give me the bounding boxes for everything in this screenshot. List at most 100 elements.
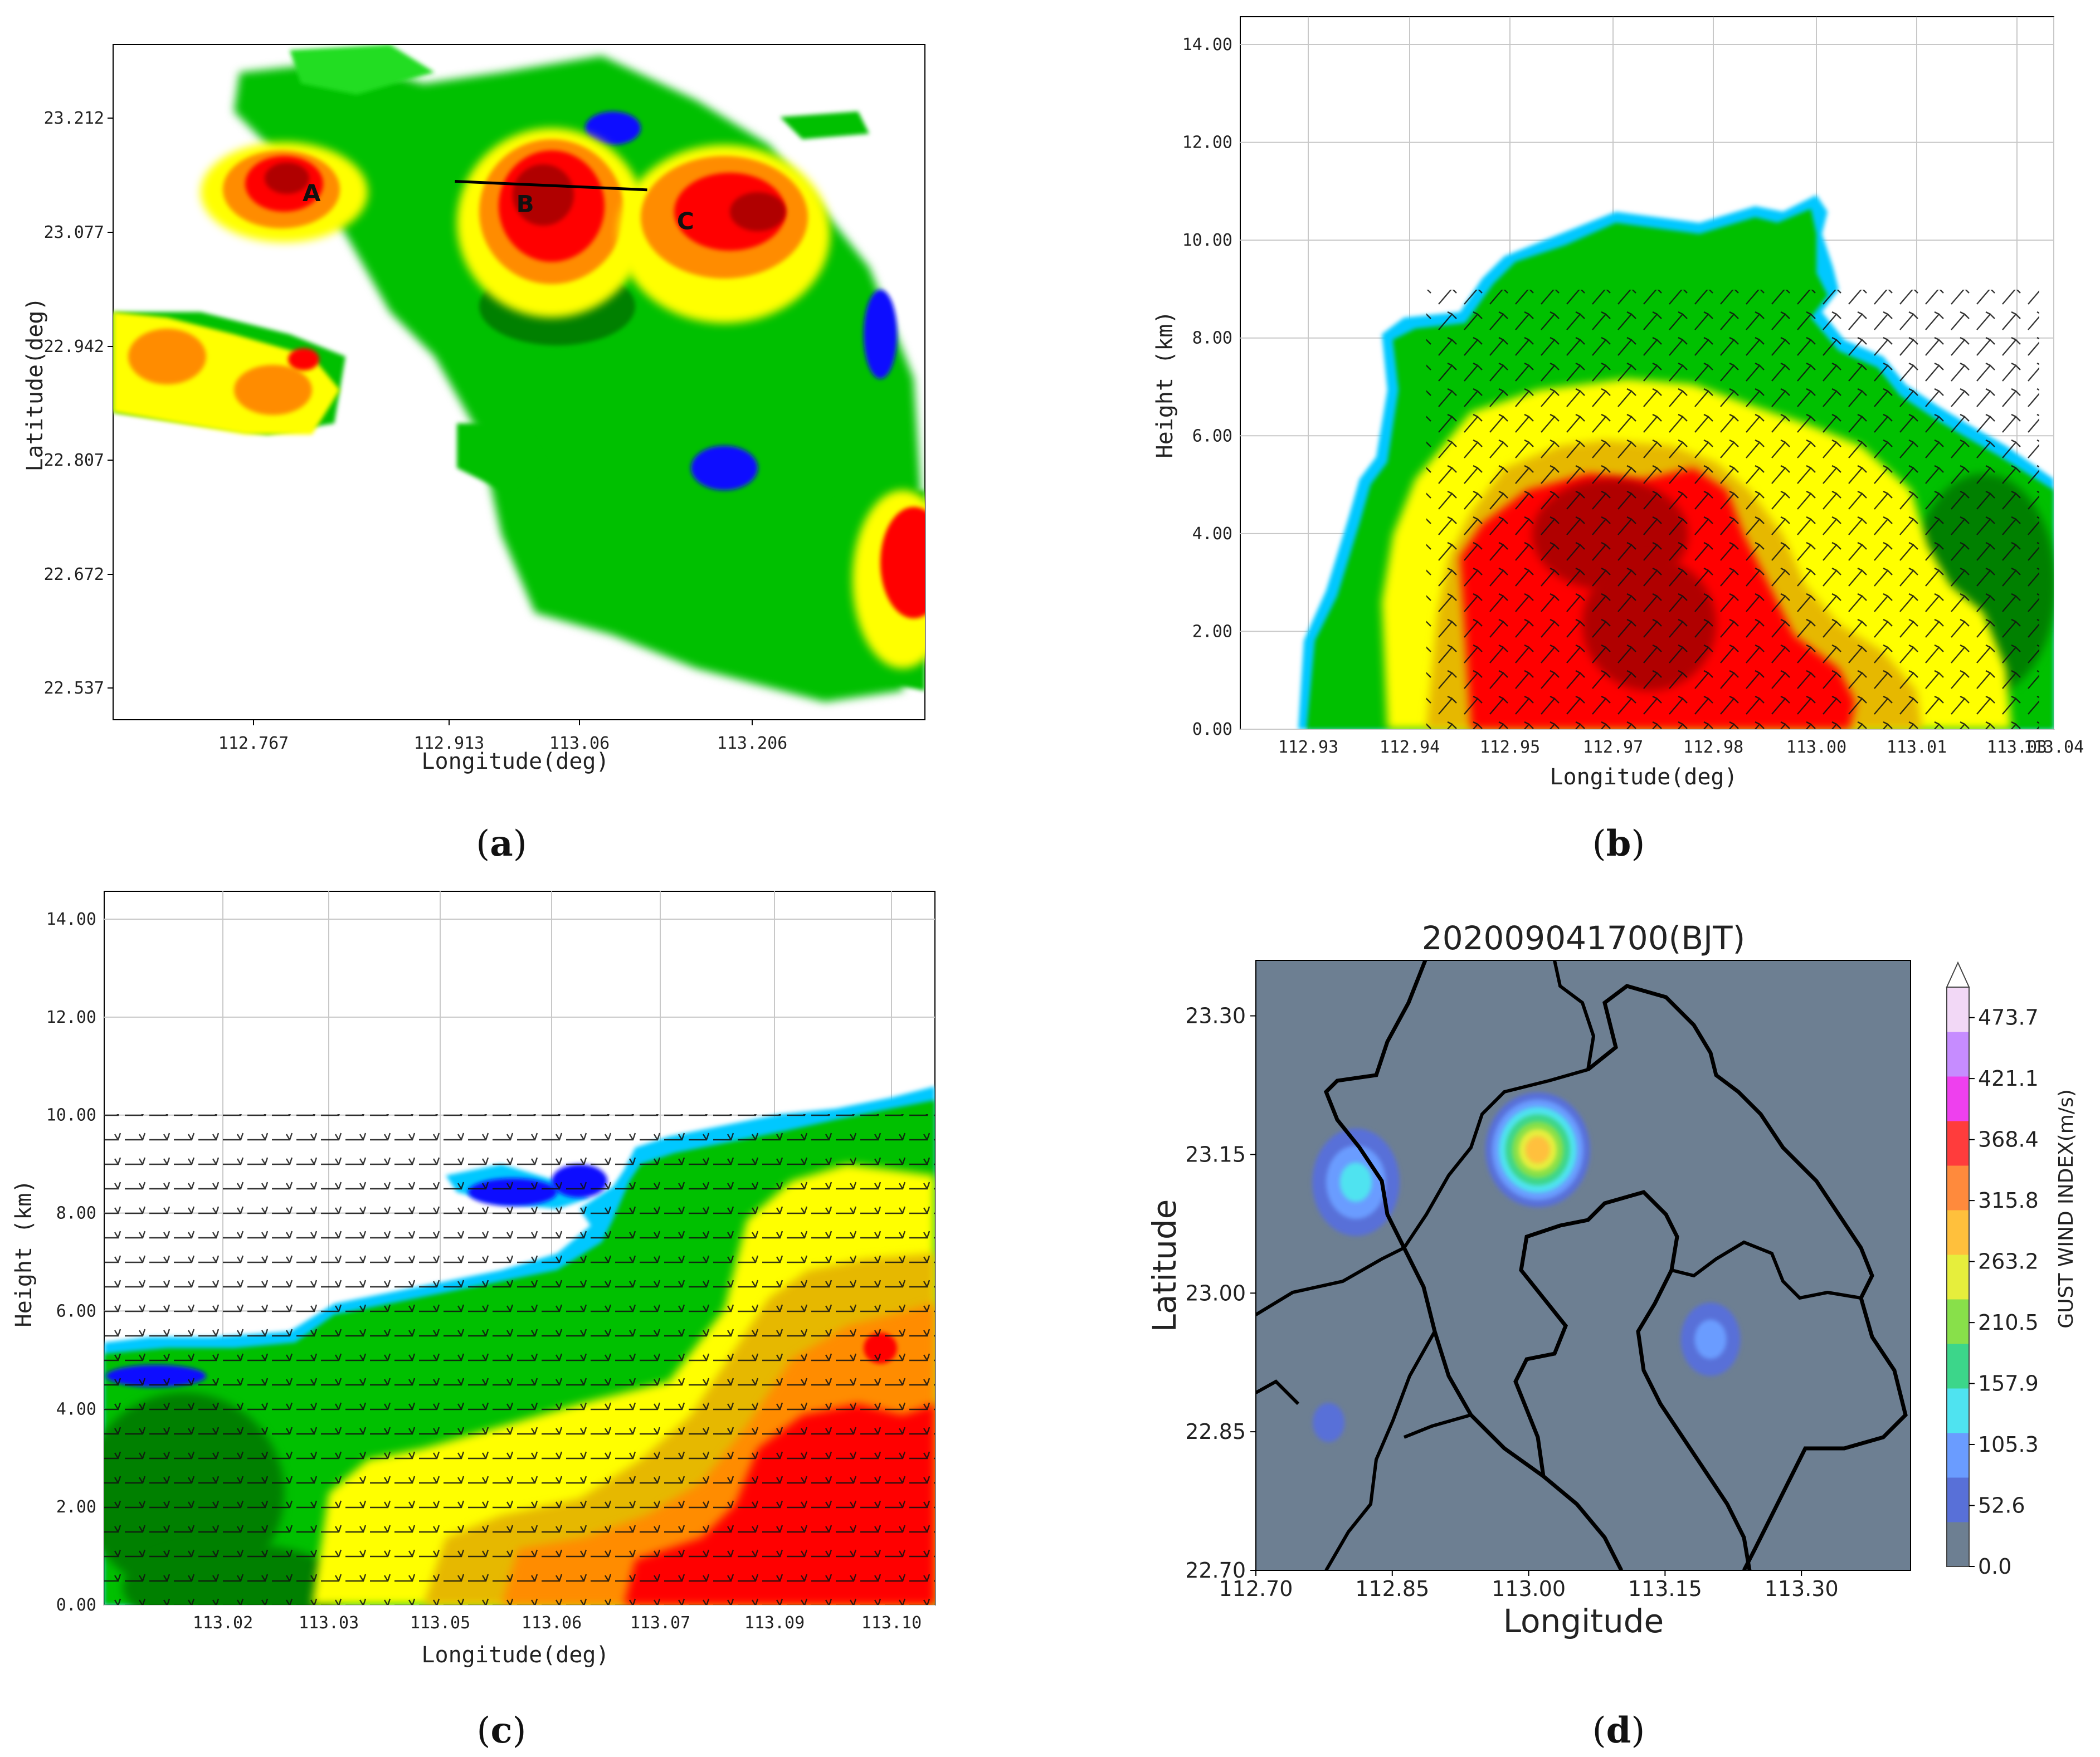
panel-d-admin-boundaries: [1256, 960, 1908, 1570]
colorbar-tick-label: 210.5: [1978, 1310, 2039, 1335]
colorbar-tick-label: 315.8: [1978, 1188, 2039, 1213]
gust-hotspot: [1694, 1320, 1727, 1359]
panel-a-echo-field: [113, 45, 925, 702]
y-tick-label: 4.00: [56, 1399, 96, 1419]
colorbar-segment: [1947, 1076, 1969, 1121]
colorbar-tick-label: 473.7: [1978, 1006, 2039, 1030]
x-tick-label: 112.98: [1683, 738, 1743, 757]
y-tick-label: 22.807: [44, 451, 104, 470]
x-tick-label: 113.30: [1765, 1577, 1839, 1601]
y-tick-label: 23.15: [1185, 1142, 1246, 1167]
panel-d-xlabel: Longitude: [1503, 1602, 1664, 1640]
x-tick-label: 113.03: [299, 1613, 359, 1633]
stratiform-echo: [290, 45, 435, 95]
boundary-line: [1403, 1413, 1472, 1439]
panel-label-d: (d): [1592, 1710, 1645, 1751]
panel-d-gust-index-map: 202009041700(BJT) 112.70 112.85 113.00 113.…: [1146, 919, 2078, 1640]
y-tick-label: 0.00: [56, 1595, 96, 1615]
southwest-band-echo: [288, 348, 319, 370]
y-tick-label: 6.00: [1192, 426, 1232, 446]
panel-d-gust-field: [1312, 1092, 1741, 1442]
boundary-line: [1671, 1240, 1862, 1300]
panel-b-xlabel: Longitude(deg): [1550, 764, 1737, 790]
colorbar-tick-label: 157.9: [1978, 1372, 2039, 1396]
x-tick-label: 112.97: [1583, 738, 1643, 757]
weak-echo-fringe: [585, 111, 641, 145]
boundary-line: [1323, 960, 1624, 1570]
y-tick-label: 2.00: [56, 1497, 96, 1517]
panel-a-axes: A B C 112.767 112.913 113.06 113.206 23.212 23.0…: [44, 109, 788, 753]
y-tick-label: 4.00: [1192, 524, 1232, 544]
x-tick-label: 113.05: [410, 1613, 470, 1633]
panel-a-xlabel: Longitude(deg): [421, 749, 609, 774]
y-tick-label: 22.85: [1185, 1419, 1246, 1444]
boundary-line: [1256, 1379, 1300, 1405]
x-tick-label: 113.206: [717, 734, 787, 753]
gust-hotspot: [1339, 1162, 1372, 1202]
wind-barbs: [104, 1114, 935, 1605]
x-tick-label: 112.95: [1480, 738, 1540, 757]
colorbar-segment: [1947, 987, 1969, 1032]
panel-d-ylabel: Latitude: [1146, 1199, 1183, 1333]
southwest-band-echo: [234, 365, 312, 415]
cell-label-a: A: [303, 179, 321, 207]
colorbar-segment: [1947, 1165, 1969, 1211]
y-tick-label: 8.00: [56, 1204, 96, 1223]
cell-a-echo: [265, 163, 309, 194]
colorbar-tick-label: 52.6: [1978, 1494, 2025, 1518]
cell-c-echo: [730, 192, 786, 231]
colorbar-frame: [1946, 987, 1970, 1567]
x-tick-label: 113.00: [1786, 738, 1846, 757]
x-tick-label: 112.94: [1380, 738, 1440, 757]
stratiform-echo: [780, 111, 869, 139]
panel-c-ylabel: Height (km): [11, 1180, 37, 1327]
colorbar-tick-label: 368.4: [1978, 1128, 2039, 1152]
panel-c-cross-section: 113.02 113.03 113.05 113.06 113.07 113.09 113.…: [11, 891, 936, 1668]
x-tick-label: 113.09: [744, 1613, 805, 1633]
x-tick-label: 113.02: [193, 1613, 253, 1633]
x-tick-label: 112.85: [1355, 1577, 1429, 1601]
x-tick-label: 113.01: [1887, 738, 1947, 757]
southwest-band-echo: [128, 329, 206, 384]
y-tick-label: 23.212: [44, 109, 104, 128]
wind-barbs: [1426, 290, 2039, 729]
x-tick-label: 112.70: [1219, 1577, 1293, 1601]
x-tick-label: 113.15: [1628, 1577, 1702, 1601]
x-tick-label: 113.07: [630, 1613, 690, 1633]
y-tick-label: 2.00: [1192, 622, 1232, 641]
x-tick-label: 113.10: [861, 1613, 922, 1633]
boundary-line: [1586, 984, 1908, 1570]
colorbar-segment: [1947, 1210, 1969, 1255]
cross-section-line: [455, 179, 647, 192]
panel-d-axes: 112.70 112.85 113.00 113.15 113.30 22.70 22.85…: [1185, 1004, 1838, 1601]
panel-label-a: (a): [476, 823, 527, 865]
panel-label-c: (c): [477, 1710, 527, 1751]
colorbar-segment: [1947, 1255, 1969, 1300]
panel-a-ylabel: Latitude(deg): [22, 297, 48, 471]
colorbar-segment: [1947, 1032, 1969, 1077]
colorbar-segment: [1947, 1522, 1969, 1567]
y-tick-label: 6.00: [56, 1301, 96, 1321]
cell-label-b: B: [517, 191, 534, 218]
y-tick-label: 12.00: [46, 1008, 96, 1027]
stratiform-echo: [457, 423, 546, 490]
y-tick-label: 12.00: [1182, 133, 1232, 153]
gust-hotspot: [1312, 1403, 1345, 1442]
panel-d-title: 202009041700(BJT): [1422, 919, 1745, 957]
panel-d-colorbar: 0.0 52.6 105.3 157.9 210.5 263.2 315.8 368.4 421…: [1946, 961, 2039, 1579]
x-tick-label: 113.06: [549, 734, 610, 753]
colorbar-label: GUST WIND INDEX(m/s): [2055, 1089, 2078, 1329]
colorbar-segment: [1947, 1299, 1969, 1344]
x-tick-label: 112.93: [1278, 738, 1338, 757]
panel-c-echo-field: [104, 1086, 935, 1605]
colorbar-segment: [1947, 1477, 1969, 1522]
colorbar-segment: [1947, 1121, 1969, 1166]
y-tick-label: 14.00: [1182, 35, 1232, 55]
x-tick-label: 113.04: [2024, 738, 2084, 757]
panel-c-axes: 113.02 113.03 113.05 113.06 113.07 113.09 113.…: [46, 910, 922, 1633]
panel-c-xlabel: Longitude(deg): [421, 1642, 609, 1668]
boundary-line: [1402, 960, 1596, 1249]
colorbar-segment: [1947, 1344, 1969, 1389]
colorbar-segment: [1947, 1388, 1969, 1433]
